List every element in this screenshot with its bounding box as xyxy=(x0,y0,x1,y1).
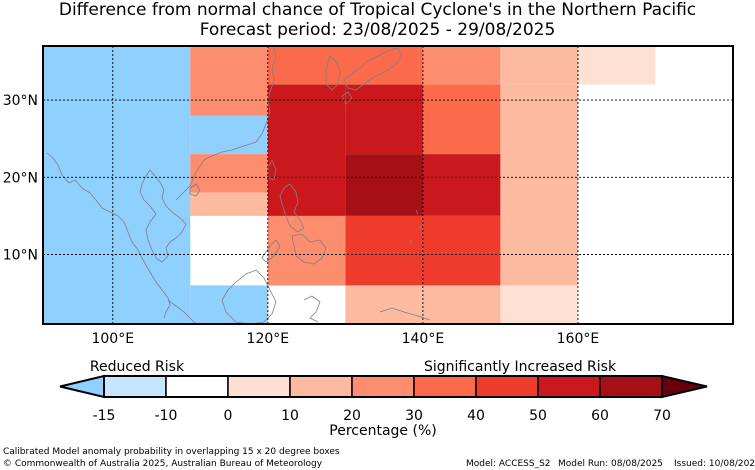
coastline-borneo xyxy=(221,269,277,324)
colorbar-tick-9: 70 xyxy=(653,408,671,424)
map-frame xyxy=(42,45,734,325)
coastline-taiwan xyxy=(267,159,277,181)
grid-cell-20 xyxy=(500,285,578,324)
colorbar-segment-4 xyxy=(351,375,415,398)
colorbar-over-arrow xyxy=(661,374,708,399)
increased-risk-label: Significantly Increased Risk xyxy=(424,359,617,375)
coastline-japan xyxy=(343,47,403,91)
footer-model: Model: ACCESS_S2 xyxy=(466,459,551,469)
anomaly-grid xyxy=(43,46,656,324)
colorbar-outline xyxy=(103,375,663,398)
colorbar-tick-4: 20 xyxy=(343,408,361,424)
coastline-hainan xyxy=(189,183,201,197)
colorbar-segment-3 xyxy=(289,375,353,398)
colorbar-legend: Reduced Risk Significantly Increased Ris… xyxy=(59,359,708,439)
colorbar-tick-7: 50 xyxy=(529,408,547,424)
grid-cell-11 xyxy=(267,84,346,216)
coastline-new-guinea xyxy=(379,307,431,321)
colorbar-tick-5: 30 xyxy=(405,408,423,424)
lat-label-2: 10°N xyxy=(3,248,38,264)
grid-cell-5 xyxy=(422,46,501,85)
coastline-asia-mainland xyxy=(46,152,171,319)
grid-cell-4 xyxy=(267,46,423,85)
grid-cell-1 xyxy=(190,285,268,324)
colorbar-tick-2: 0 xyxy=(224,408,233,424)
colorbar-tick-8: 60 xyxy=(591,408,609,424)
coastline-kyushu xyxy=(341,91,353,105)
colorbar-axis-label: Percentage (%) xyxy=(329,423,436,439)
coastline-sumatra-malaya xyxy=(167,299,197,324)
colorbar-segment-7 xyxy=(537,375,601,398)
colorbar-segment-6 xyxy=(475,375,539,398)
lon-label-2: 140°E xyxy=(402,331,445,347)
colorbar-segment-2 xyxy=(227,375,291,398)
lat-label-0: 30°N xyxy=(3,93,38,109)
grid-cell-8 xyxy=(190,154,268,193)
coastline-indochina xyxy=(139,169,187,263)
latitude-labels: 30°N 20°N 10°N xyxy=(3,93,38,263)
coastline-luzon xyxy=(279,183,305,233)
lon-label-1: 120°E xyxy=(247,331,290,347)
grid-cell-18 xyxy=(422,215,501,286)
footer-copyright: © Commonwealth of Australia 2025, Austra… xyxy=(3,459,323,469)
lon-label-3: 160°E xyxy=(557,331,600,347)
grid-cell-14 xyxy=(345,215,423,286)
colorbar-tick-3: 10 xyxy=(281,408,299,424)
grid-cell-16 xyxy=(422,84,501,155)
colorbar-segment-1 xyxy=(165,375,229,398)
coastline-mariana-islands xyxy=(409,209,422,245)
footer-model-run: Model Run: 08/08/2025 xyxy=(558,459,663,469)
colorbar-tick-1: -10 xyxy=(155,408,178,424)
grid-cell-0 xyxy=(43,46,191,324)
lat-label-1: 20°N xyxy=(3,170,38,186)
grid-cell-17 xyxy=(422,154,501,216)
map-title: Difference from normal chance of Tropica… xyxy=(58,0,697,20)
reduced-risk-label: Reduced Risk xyxy=(90,359,185,375)
grid-cell-19 xyxy=(500,84,578,286)
forecast-period: Forecast period: 23/08/2025 - 29/08/2025 xyxy=(199,20,556,40)
coastline-sulawesi xyxy=(303,295,321,323)
lon-label-0: 100°E xyxy=(91,331,134,347)
footer-issued: Issued: 10/08/2025 xyxy=(674,459,755,469)
grid-cell-12 xyxy=(345,84,423,155)
coastline-visayas-mindanao xyxy=(291,233,327,265)
coastlines xyxy=(46,47,431,324)
longitude-labels: 100°E 120°E 140°E 160°E xyxy=(91,331,599,347)
grid-cell-9 xyxy=(190,192,268,216)
grid-cell-13 xyxy=(345,154,423,216)
coastline-korea xyxy=(325,55,341,91)
grid-cell-2 xyxy=(190,115,268,155)
graticule xyxy=(43,46,733,324)
grid-cell-6 xyxy=(500,46,578,85)
colorbar-segment-8 xyxy=(599,375,663,398)
grid-cell-3 xyxy=(190,46,268,116)
colorbar-segment-0 xyxy=(103,375,167,398)
colorbar-tick-0: -15 xyxy=(93,408,116,424)
colorbar-segment-5 xyxy=(413,375,477,398)
colorbar-under-arrow xyxy=(59,374,105,399)
colorbar-tick-6: 40 xyxy=(467,408,485,424)
coastline-palawan xyxy=(261,239,281,263)
grid-cell-7 xyxy=(577,46,656,85)
footer-description: Calibrated Model anomaly probability in … xyxy=(3,447,340,457)
coastline-china-south xyxy=(175,47,277,201)
grid-cell-10 xyxy=(267,215,346,286)
